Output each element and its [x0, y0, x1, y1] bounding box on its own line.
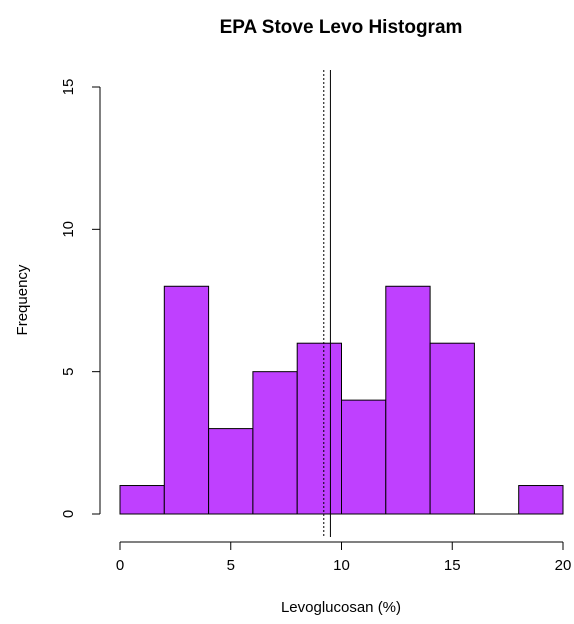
x-tick-label: 0 [116, 557, 124, 574]
x-tick-label: 20 [555, 557, 572, 574]
histogram-bar [341, 399, 387, 515]
x-tick-label: 10 [333, 557, 350, 574]
histogram-bar [119, 485, 165, 515]
y-axis: 0 5 10 15 [60, 79, 101, 518]
y-axis-label: Frequency [14, 264, 31, 335]
histogram-bar [296, 342, 343, 515]
histogram-bar [385, 285, 431, 515]
y-tick-label: 15 [60, 79, 77, 96]
x-tick-label: 15 [444, 557, 461, 574]
histogram-bar [518, 485, 564, 515]
x-tick-label: 5 [227, 557, 235, 574]
histogram-bar [429, 342, 475, 515]
histogram-bar [163, 285, 210, 515]
y-tick-label: 10 [60, 221, 77, 238]
y-tick-label: 0 [60, 510, 77, 518]
reference-lines-group [323, 70, 331, 537]
histogram-bar [208, 428, 254, 515]
bars-group [119, 285, 564, 515]
chart-title: EPA Stove Levo Histogram [220, 17, 463, 38]
histogram-bar [252, 371, 298, 515]
x-axis-label: Levoglucosan (%) [281, 599, 401, 616]
y-tick-label: 5 [60, 367, 77, 375]
x-axis: 0 5 10 15 20 [116, 541, 572, 574]
